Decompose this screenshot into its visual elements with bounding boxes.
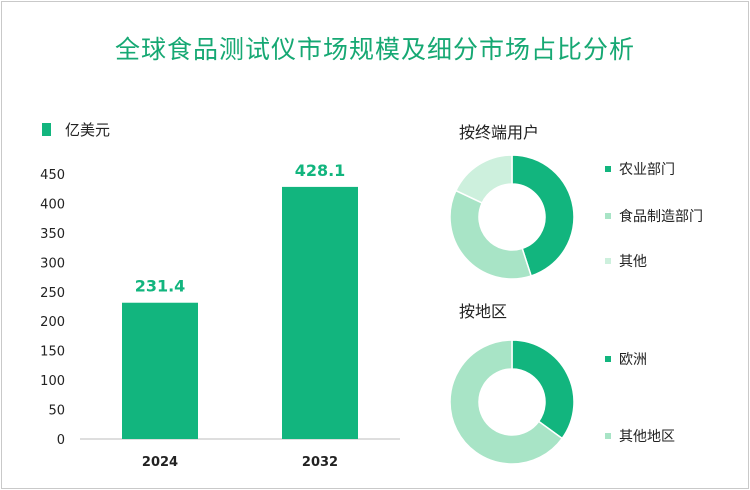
y-tick-label: 450 [40,168,65,183]
legend-label: 欧洲 [619,352,647,368]
legend-label: 其他地区 [619,429,675,445]
legend-label: 其他 [619,254,647,270]
region-legend-item: 其他地区 [605,426,675,446]
legend-label: 农业部门 [619,162,675,178]
y-tick-label: 350 [40,227,65,242]
y-tick-label: 200 [40,315,65,330]
region-legend-item: 欧洲 [605,349,647,369]
legend-swatch [605,433,611,439]
legend-label: 食品制造部门 [619,209,703,225]
bar-legend-swatch [42,123,51,136]
chart-title: 全球食品测试仪市场规模及细分市场占比分析 [114,35,635,64]
legend-swatch [605,356,611,362]
legend-swatch [605,166,611,172]
y-tick-label: 50 [48,404,65,419]
legend-swatch [605,258,611,264]
pie-slice [449,339,564,465]
x-tick-label: 2024 [142,455,178,470]
pie-slice [449,189,533,280]
enduser-legend-item: 农业部门 [605,159,675,179]
pie-enduser-chart [449,154,575,280]
pie-region-chart [449,339,575,465]
y-tick-label: 250 [40,286,65,301]
bar [122,302,198,439]
bar-legend: 亿美元 [42,119,110,140]
y-tick-label: 400 [40,197,65,212]
enduser-legend-item: 食品制造部门 [605,206,703,226]
bar [282,186,358,439]
x-tick-label: 2032 [302,455,338,470]
enduser-legend-item: 其他 [605,251,647,271]
bar-legend-label: 亿美元 [65,121,111,139]
pie-slice [454,154,513,204]
bar-data-label: 428.1 [295,161,346,180]
y-tick-label: 100 [40,374,65,389]
legend-swatch [605,213,611,219]
bar-data-label: 231.4 [135,277,186,296]
y-tick-label: 300 [40,256,65,271]
y-tick-label: 150 [40,345,65,360]
bar-chart: 0 50 100 150 200 250 300 350 400 450 231.4 2024 428.… [40,161,400,470]
pie-slice [511,339,575,440]
y-tick-label: 0 [57,433,65,448]
pie-slice [511,154,575,277]
pie-region-title: 按地区 [459,302,508,321]
pie-enduser-title: 按终端用户 [459,123,540,142]
